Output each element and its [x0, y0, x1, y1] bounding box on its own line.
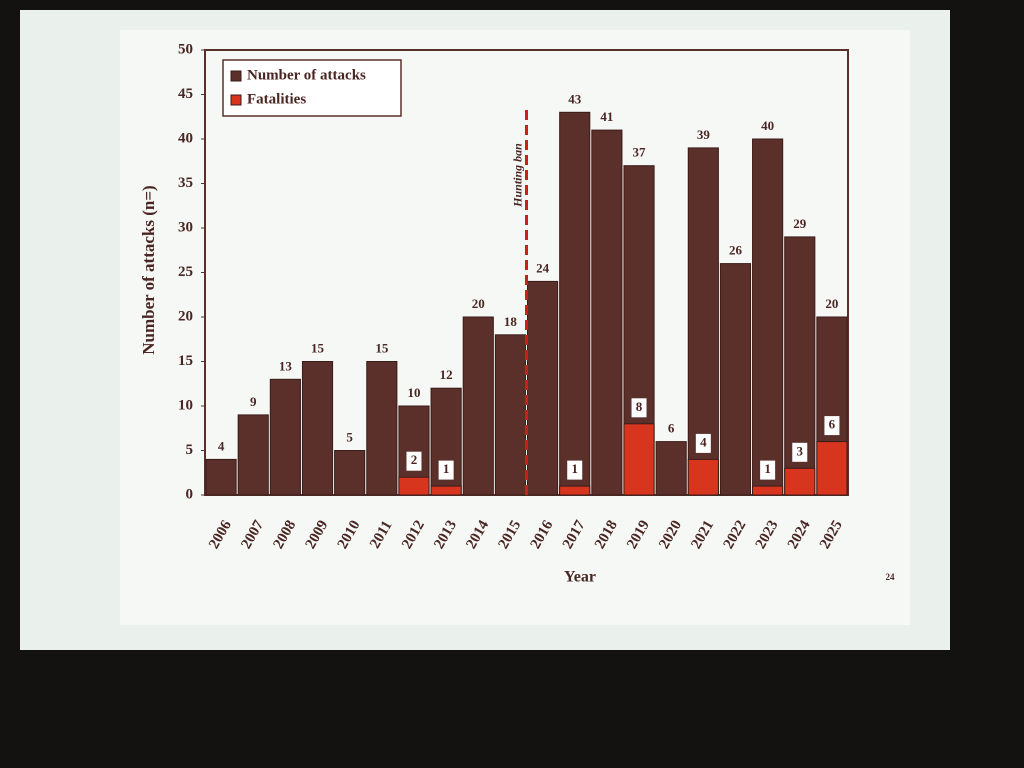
fatality-bar: [816, 441, 848, 496]
value-label: 24: [536, 260, 550, 275]
y-tick-label: 20: [178, 308, 193, 324]
slide-number: 24: [886, 572, 896, 582]
attack-bar: [301, 361, 334, 496]
fatality-bar: [784, 467, 816, 496]
value-label: 40: [761, 118, 774, 133]
value-label: 6: [829, 417, 836, 432]
y-tick-label: 40: [178, 130, 193, 146]
value-label: 26: [729, 243, 743, 258]
attack-bar: [269, 378, 301, 496]
y-axis-label: Number of attacks (n=): [139, 185, 158, 354]
y-tick-label: 10: [178, 397, 193, 413]
legend-swatch: [230, 94, 242, 106]
legend-box: [222, 59, 402, 117]
legend-swatch: [230, 70, 242, 82]
value-label: 13: [279, 358, 293, 373]
y-tick-label: 45: [178, 86, 193, 102]
value-label: 2: [411, 452, 418, 467]
fatality-bar: [559, 485, 591, 496]
value-label: 4: [700, 434, 707, 449]
attack-bar: [494, 334, 527, 496]
value-label-box: [759, 459, 777, 481]
value-label: 3: [797, 443, 804, 458]
fatality-bar: [752, 485, 784, 496]
value-label-box: [630, 397, 648, 419]
value-label: 6: [668, 421, 675, 436]
value-label-box: [437, 459, 455, 481]
y-tick-label: 25: [178, 264, 193, 280]
value-label: 15: [311, 340, 325, 355]
value-label-box: [566, 459, 584, 481]
value-label-box: [694, 432, 712, 454]
y-tick-label: 50: [178, 41, 193, 57]
value-label: 20: [472, 296, 485, 311]
fatality-bar: [687, 458, 719, 496]
attack-bar: [237, 414, 269, 496]
attack-bar: [527, 280, 559, 496]
value-label: 12: [440, 367, 453, 382]
value-label: 37: [633, 145, 647, 160]
value-label: 41: [600, 109, 613, 124]
y-tick-label: 0: [186, 486, 194, 502]
value-label-box: [405, 450, 423, 472]
attack-bar: [752, 138, 784, 496]
legend-label: Fatalities: [247, 91, 306, 107]
value-label: 8: [636, 399, 643, 414]
value-label: 10: [407, 385, 420, 400]
value-label: 9: [250, 394, 257, 409]
y-tick-label: 15: [178, 353, 193, 369]
fatality-bar: [623, 423, 655, 496]
attack-bar: [205, 458, 237, 496]
hunting-ban-label: Hunting ban: [510, 143, 524, 208]
fatality-bar: [398, 476, 430, 496]
attack-bar: [366, 361, 398, 496]
legend-label: Number of attacks: [247, 67, 366, 83]
x-axis-label: Year: [564, 569, 596, 586]
value-label: 5: [346, 429, 353, 444]
value-label: 4: [218, 438, 225, 453]
y-tick-label: 5: [186, 442, 194, 458]
attack-bar: [655, 441, 687, 496]
attack-bar: [719, 263, 752, 496]
value-label: 15: [375, 340, 389, 355]
attack-bar: [462, 316, 494, 496]
value-label: 39: [697, 127, 711, 142]
value-label: 43: [568, 91, 582, 106]
value-label-box: [791, 441, 809, 463]
value-label: 18: [504, 314, 518, 329]
y-tick-label: 30: [178, 219, 193, 235]
value-label: 29: [793, 216, 807, 231]
fatality-bar: [430, 485, 462, 496]
value-label: 1: [571, 461, 578, 476]
attack-bar: [591, 129, 623, 496]
value-label-box: [823, 415, 841, 437]
attack-bar: [559, 111, 591, 496]
value-label: 1: [443, 461, 450, 476]
attack-bar: [334, 450, 366, 496]
value-label: 20: [825, 296, 838, 311]
y-tick-label: 35: [178, 175, 193, 191]
value-label: 1: [764, 461, 771, 476]
